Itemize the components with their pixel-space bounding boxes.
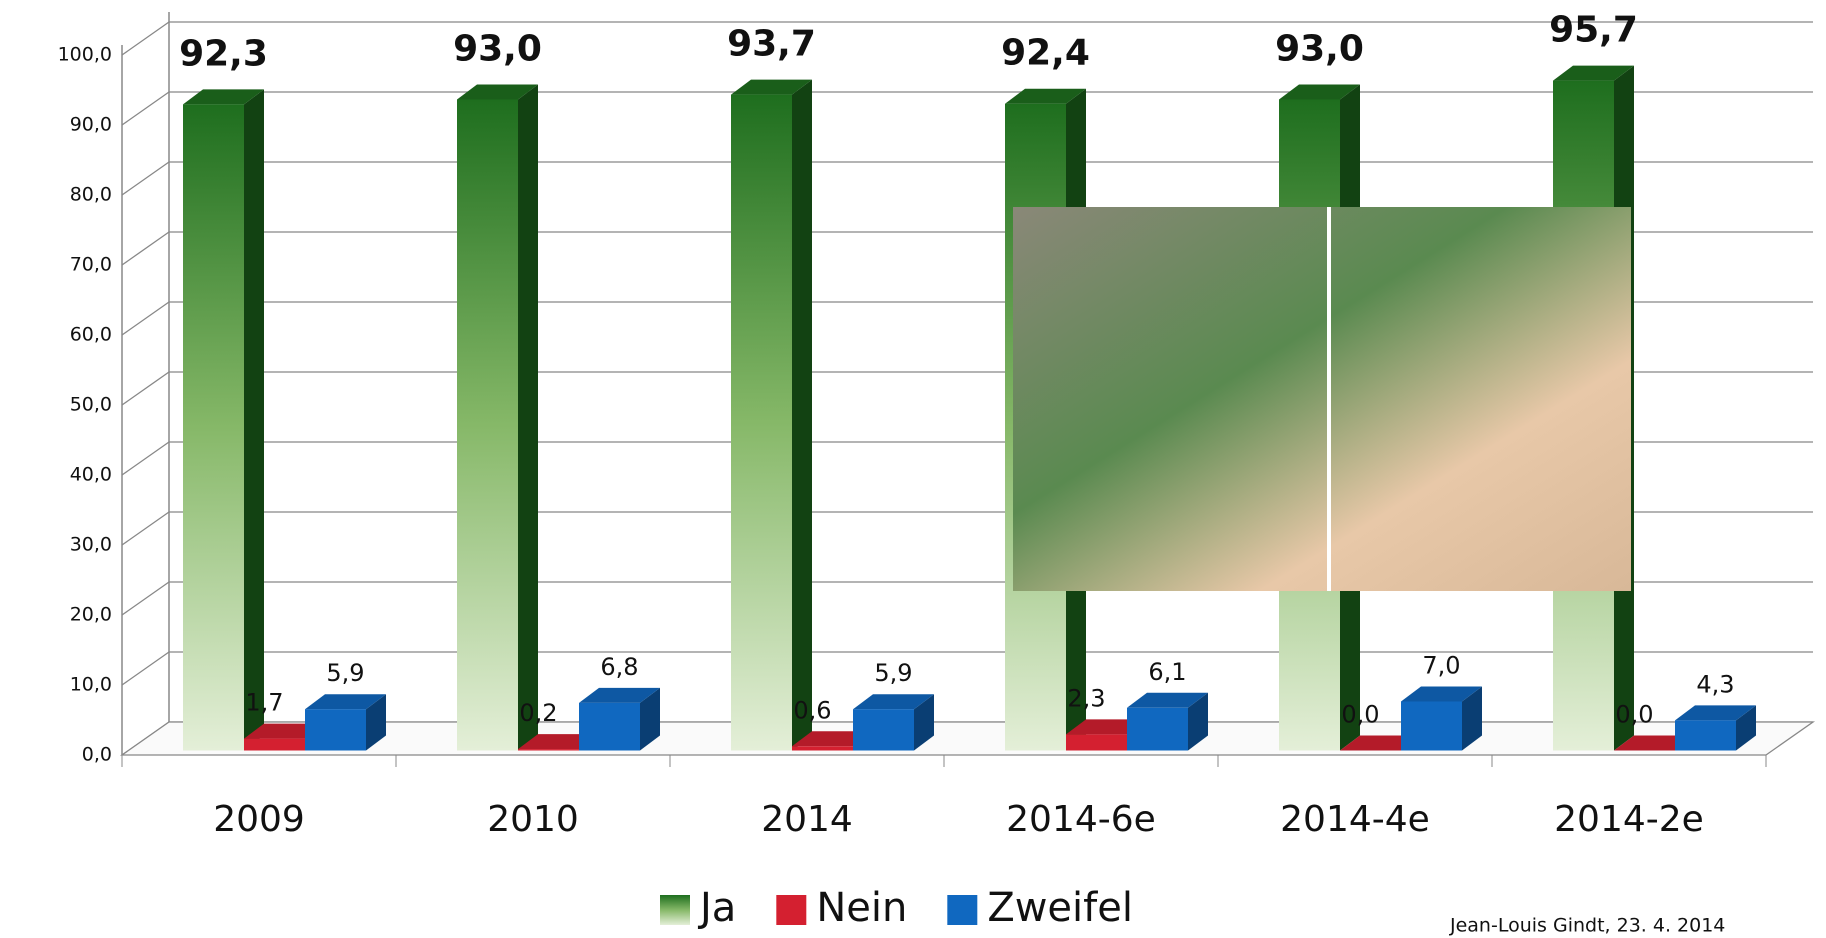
bar-side	[792, 79, 812, 751]
value-label: 93,0	[453, 29, 542, 70]
grid-line	[121, 161, 1813, 196]
y-tick-label: 20,0	[70, 604, 112, 626]
legend-label: Nein	[816, 885, 907, 931]
value-label: 5,9	[874, 659, 912, 687]
value-label: 93,0	[1275, 29, 1364, 70]
bar	[244, 738, 305, 751]
bar	[305, 709, 366, 751]
bar-side	[518, 84, 538, 751]
bar	[853, 709, 914, 751]
x-tick-label: 2010	[487, 799, 579, 840]
value-label: 92,3	[179, 33, 268, 74]
photo	[1013, 207, 1631, 591]
bar	[1401, 701, 1462, 751]
bar-top	[305, 694, 386, 710]
footnote: Jean-Louis Gindt, 23. 4. 2014	[1449, 915, 1725, 937]
value-label: 95,7	[1549, 10, 1638, 51]
bar-top	[183, 89, 264, 105]
bar	[518, 749, 579, 751]
bar-top	[792, 731, 873, 747]
legend-label: Zweifel	[987, 885, 1133, 931]
bar-top	[1401, 686, 1482, 702]
y-tick-label: 90,0	[70, 114, 112, 136]
bar-top	[1614, 735, 1695, 751]
bar-top	[1066, 719, 1147, 735]
bar-side	[1736, 705, 1756, 751]
bar-top	[1005, 88, 1086, 104]
value-label: 5,9	[326, 659, 364, 687]
y-tick-label: 100,0	[58, 44, 112, 66]
bar-side	[640, 687, 660, 751]
legend-swatch	[776, 895, 807, 925]
bar-top	[853, 694, 934, 710]
y-tick-label: 60,0	[70, 324, 112, 346]
bar-top	[244, 723, 325, 739]
value-label: 0,6	[793, 696, 831, 724]
x-tick-label: 2014-4e	[1280, 799, 1430, 840]
grid-line	[121, 91, 1813, 126]
value-label: 1,7	[245, 689, 283, 717]
y-tick-label: 70,0	[70, 254, 112, 276]
bar	[1675, 720, 1736, 751]
bar	[183, 104, 244, 751]
y-tick-label: 30,0	[70, 534, 112, 556]
bar-top	[1279, 84, 1360, 100]
bar-top	[457, 84, 538, 100]
value-label: 6,1	[1148, 658, 1186, 686]
value-label: 93,7	[727, 24, 816, 65]
bar-side	[244, 89, 264, 751]
legend-swatch	[660, 895, 690, 925]
bar	[1127, 707, 1188, 751]
value-label: 0,2	[519, 699, 557, 727]
bar	[579, 702, 640, 751]
x-tick-label: 2014-6e	[1006, 799, 1156, 840]
x-tick-label: 2009	[213, 799, 305, 840]
x-tick-label: 2014-2e	[1554, 799, 1704, 840]
value-label: 6,8	[600, 653, 638, 681]
bar-side	[1188, 692, 1208, 751]
value-label: 92,4	[1001, 33, 1090, 74]
value-label: 0,0	[1615, 701, 1653, 729]
bar-top	[1675, 705, 1756, 721]
y-tick-label: 10,0	[70, 674, 112, 696]
bar-top	[731, 79, 812, 95]
value-label: 7,0	[1422, 652, 1460, 680]
x-tick-label: 2014	[761, 799, 853, 840]
value-label: 0,0	[1341, 701, 1379, 729]
legend-label: Ja	[697, 885, 736, 931]
bar-top	[1127, 692, 1208, 708]
bar	[792, 746, 853, 751]
bar	[1066, 734, 1127, 751]
y-tick-label: 40,0	[70, 464, 112, 486]
bar	[731, 94, 792, 751]
grid-line	[121, 651, 1813, 686]
bar-side	[1462, 686, 1482, 751]
bar-top	[579, 687, 660, 703]
bar-top	[1553, 65, 1634, 81]
bar-side	[366, 694, 386, 751]
legend-swatch	[947, 895, 978, 925]
bar	[457, 99, 518, 751]
y-tick-label: 80,0	[70, 184, 112, 206]
bar-top	[518, 734, 599, 750]
value-label: 2,3	[1067, 684, 1105, 712]
bar-side	[914, 694, 934, 751]
y-tick-label: 0,0	[82, 744, 112, 766]
bar-top	[1340, 735, 1421, 751]
value-label: 4,3	[1696, 670, 1734, 698]
y-tick-label: 50,0	[70, 394, 112, 416]
grid-line	[121, 21, 1813, 56]
